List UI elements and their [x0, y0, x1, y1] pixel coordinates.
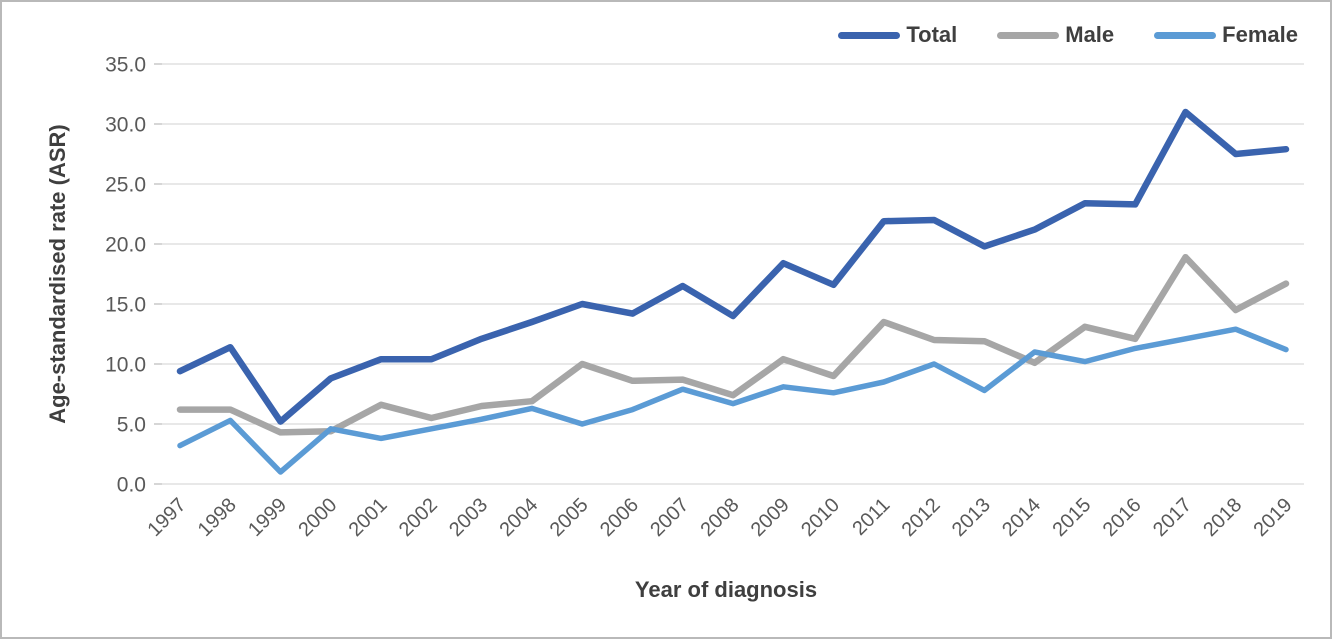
legend-swatch-female: [1154, 31, 1217, 39]
y-tick-label: 20.0: [105, 234, 146, 257]
x-tick-label: 1998: [194, 494, 241, 541]
x-tick-label: 2004: [495, 494, 542, 541]
x-tick-label: 2000: [294, 494, 341, 541]
x-axis-title: Year of diagnosis: [634, 577, 818, 602]
x-tick-label: 2001: [345, 494, 392, 541]
series-line-female: [177, 326, 1289, 475]
y-tick-label: 35.0: [105, 54, 146, 77]
chart-legend: Total Male Female: [838, 22, 1298, 48]
x-tick-label: 2015: [1048, 494, 1095, 541]
series-line-male: [176, 253, 1290, 436]
legend-label: Total: [906, 22, 958, 47]
y-tick-label: 5.0: [117, 414, 146, 437]
x-tick-label: 2006: [596, 494, 643, 541]
x-tick-label: 2018: [1199, 494, 1246, 541]
x-tick-label: 2019: [1250, 494, 1297, 541]
series-line-total: [176, 108, 1290, 425]
y-tick-label: 0.0: [117, 474, 146, 497]
x-tick-label: 1997: [144, 494, 191, 541]
y-tick-label: 30.0: [105, 114, 146, 137]
legend-swatch-total: [838, 31, 901, 39]
legend-swatch-male: [997, 31, 1060, 39]
y-tick-label: 25.0: [105, 174, 146, 197]
legend-item-total: Total: [838, 22, 957, 48]
x-tick-label: 2014: [998, 494, 1045, 541]
x-tick-label: 2017: [1149, 494, 1196, 541]
y-tick-label: 10.0: [105, 354, 146, 377]
legend-item-male: Male: [997, 22, 1114, 48]
x-tick-label: 2003: [445, 494, 492, 541]
y-axis-title: Age-standardised rate (ASR): [45, 124, 70, 424]
x-tick-label: 2008: [697, 494, 744, 541]
x-tick-label: 2010: [797, 494, 844, 541]
x-tick-label: 2005: [546, 494, 593, 541]
y-tick-label: 15.0: [105, 294, 146, 317]
x-tick-label: 2012: [898, 494, 945, 541]
x-tick-label: 2007: [646, 494, 693, 541]
x-tick-label: 1999: [244, 494, 291, 541]
legend-label: Male: [1065, 22, 1115, 47]
legend-label: Female: [1222, 22, 1298, 47]
x-tick-label: 2009: [747, 494, 794, 541]
x-tick-label: 2002: [395, 494, 442, 541]
x-tick-label: 2016: [1099, 494, 1146, 541]
legend-item-female: Female: [1154, 22, 1298, 48]
x-tick-label: 2011: [848, 494, 894, 540]
x-tick-label: 2013: [948, 494, 995, 541]
